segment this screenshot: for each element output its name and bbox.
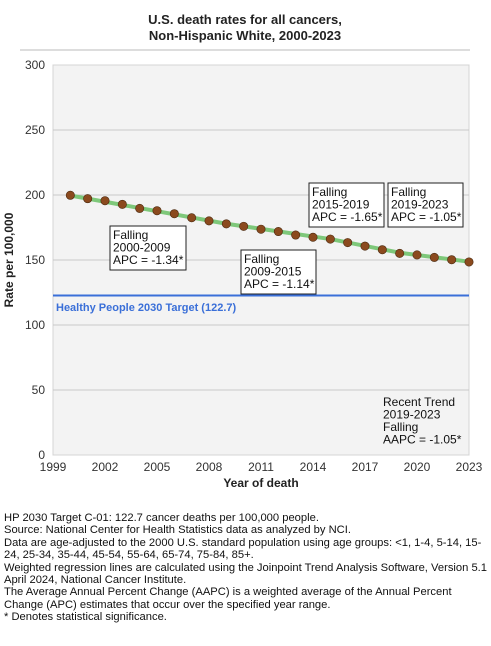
- x-tick-label: 2002: [92, 460, 119, 474]
- data-point: [117, 199, 127, 209]
- annotation-line: 2000-2009: [113, 241, 171, 255]
- x-tick-label: 2005: [144, 460, 171, 474]
- x-axis-label: Year of death: [223, 476, 298, 490]
- annotation-line: APC = -1.05*: [391, 210, 462, 224]
- annotation-box: [308, 182, 385, 228]
- data-point: [169, 209, 179, 219]
- data-point: [239, 221, 249, 231]
- x-tick-label: 2014: [300, 460, 327, 474]
- data-point: [464, 257, 474, 267]
- footnote: Data are age-adjusted to the 2000 U.S. s…: [4, 536, 482, 562]
- annotation-line: Falling: [391, 185, 426, 199]
- data-point: [187, 213, 197, 223]
- footnotes: HP 2030 Target C-01: 122.7 cancer deaths…: [4, 512, 488, 624]
- data-point: [152, 206, 162, 216]
- data-point: [256, 224, 266, 234]
- data-point: [395, 248, 405, 258]
- x-axis-ticks: 1999 2002 2005 2008 2011 2014 2017 2020 2023: [40, 460, 483, 474]
- data-point: [360, 241, 370, 251]
- annotation-box: [240, 249, 317, 295]
- x-tick-label: 2020: [404, 460, 431, 474]
- annotation-line: 2019-2023: [383, 408, 441, 422]
- data-point: [135, 203, 145, 213]
- x-tick-label: 2008: [196, 460, 223, 474]
- chart: U.S. death rates for all cancers, Non-Hi…: [2, 12, 483, 490]
- annotation-line: AAPC = -1.05*: [383, 433, 462, 447]
- footnote: The Average Annual Percent Change (AAPC)…: [4, 586, 452, 611]
- data-point: [65, 190, 75, 200]
- x-tick-label: 2017: [352, 460, 379, 474]
- data-point: [308, 232, 318, 242]
- data-point: [377, 245, 387, 255]
- annotation-line: APC = -1.14*: [244, 277, 315, 291]
- trend-segment: [68, 193, 229, 226]
- footnote: Weighted regression lines are calculated…: [4, 561, 487, 587]
- y-tick-label: 300: [25, 58, 45, 72]
- data-point: [204, 216, 214, 226]
- y-tick-label: 100: [25, 318, 45, 332]
- annotation-line: Falling: [244, 252, 279, 266]
- y-axis-ticks: 0 50 100 150 200 250 300: [25, 58, 45, 462]
- y-tick-label: 200: [25, 188, 45, 202]
- data-points: [65, 190, 474, 267]
- annotation-line: Falling: [312, 185, 347, 199]
- annotation-line: Falling: [383, 420, 418, 434]
- data-point: [273, 227, 283, 237]
- chart-title: U.S. death rates for all cancers,: [148, 12, 342, 27]
- data-point: [412, 250, 422, 260]
- y-tick-label: 150: [25, 253, 45, 267]
- y-axis-label: Rate per 100,000: [2, 212, 16, 307]
- footnote: Source: National Center for Health Stati…: [4, 524, 351, 537]
- x-tick-label: 2023: [456, 460, 483, 474]
- annotation-line: APC = -1.65*: [312, 210, 383, 224]
- annotation-line: APC = -1.34*: [113, 253, 184, 267]
- data-point: [100, 196, 110, 206]
- annotation-line: 2009-2015: [244, 265, 302, 279]
- chart-subtitle: Non-Hispanic White, 2000-2023: [149, 28, 341, 43]
- annotation-line: Falling: [113, 228, 148, 242]
- annotation-line: 2019-2023: [391, 198, 449, 212]
- y-tick-label: 0: [38, 448, 45, 462]
- target-label: Healthy People 2030 Target (122.7): [56, 302, 236, 314]
- footnote: HP 2030 Target C-01: 122.7 cancer deaths…: [4, 512, 319, 524]
- annotation-box: [109, 225, 187, 271]
- data-point: [291, 230, 301, 240]
- footnote: * Denotes statistical significance.: [4, 611, 167, 624]
- data-point: [447, 255, 457, 265]
- data-point: [83, 194, 93, 204]
- y-tick-label: 250: [25, 123, 45, 137]
- data-point: [429, 252, 439, 262]
- x-tick-label: 2011: [248, 460, 274, 474]
- data-point: [343, 238, 353, 248]
- annotation-line: Recent Trend: [383, 395, 455, 409]
- data-point: [325, 234, 335, 244]
- x-tick-label: 1999: [40, 460, 67, 474]
- y-tick-label: 50: [32, 383, 46, 397]
- annotation-line: 2015-2019: [312, 198, 370, 212]
- annotation-box: [387, 182, 464, 228]
- data-point: [221, 219, 231, 229]
